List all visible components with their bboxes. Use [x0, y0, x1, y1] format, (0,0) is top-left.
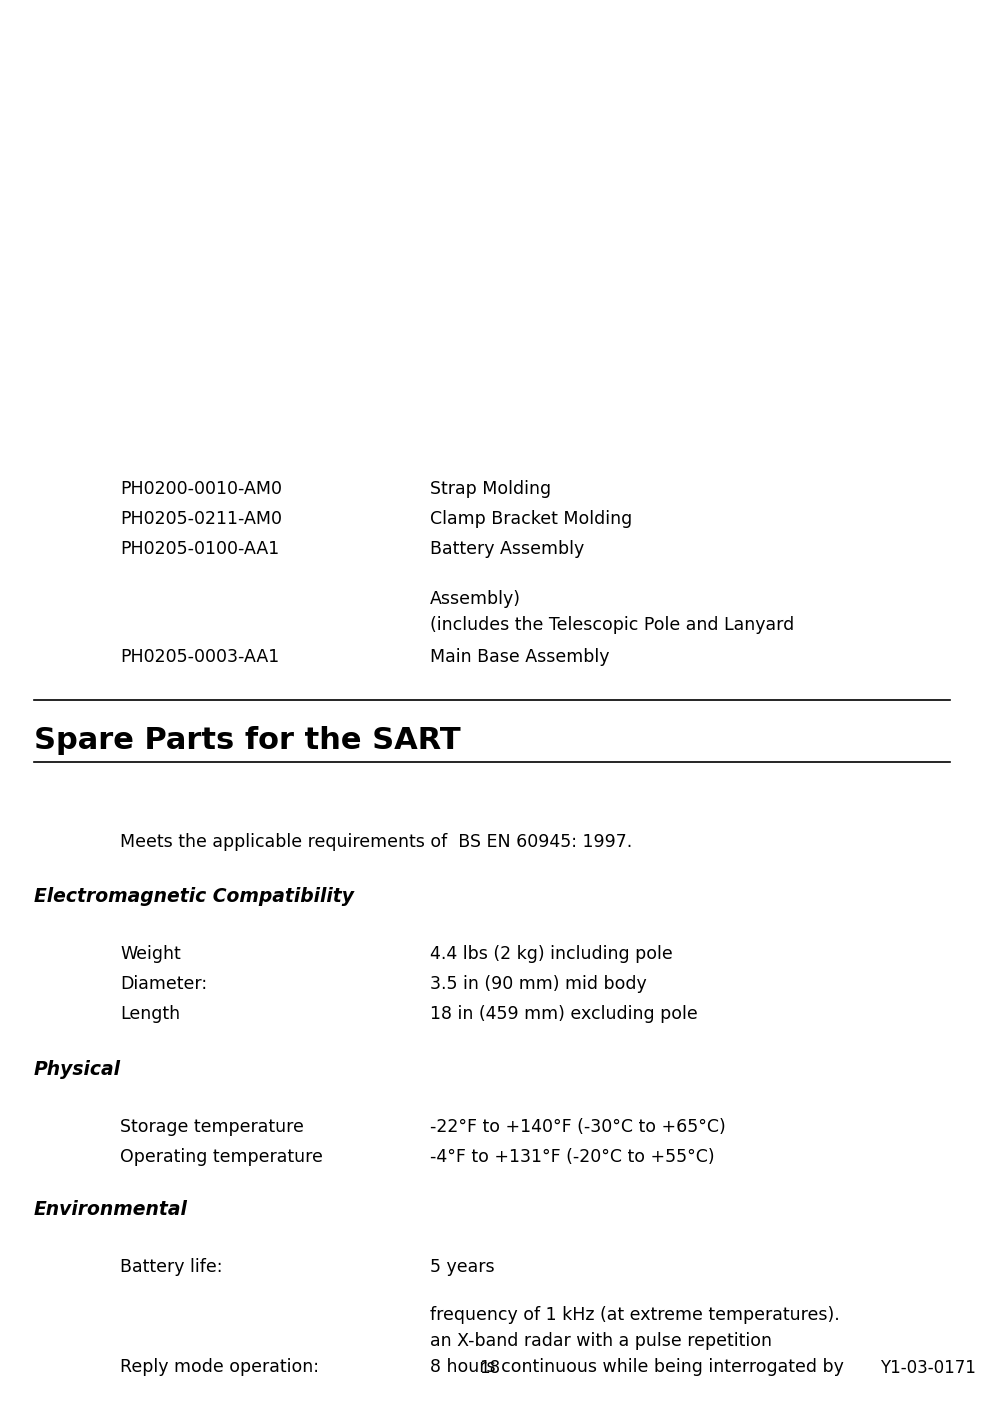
Text: 18 in (459 mm) excluding pole: 18 in (459 mm) excluding pole [430, 1005, 697, 1023]
Text: Operating temperature: Operating temperature [120, 1148, 323, 1166]
Text: PH0205-0211-AM0: PH0205-0211-AM0 [120, 510, 282, 528]
Text: 4.4 lbs (2 kg) including pole: 4.4 lbs (2 kg) including pole [430, 946, 673, 962]
Text: 3.5 in (90 mm) mid body: 3.5 in (90 mm) mid body [430, 975, 646, 993]
Text: Storage temperature: Storage temperature [120, 1118, 304, 1137]
Text: Main Base Assembly: Main Base Assembly [430, 648, 609, 666]
Text: Length: Length [120, 1005, 181, 1023]
Text: (includes the Telescopic Pole and Lanyard: (includes the Telescopic Pole and Lanyar… [430, 615, 795, 634]
Text: -4°F to +131°F (-20°C to +55°C): -4°F to +131°F (-20°C to +55°C) [430, 1148, 714, 1166]
Text: 18: 18 [480, 1359, 500, 1377]
Text: Battery Assembly: Battery Assembly [430, 540, 585, 558]
Text: -22°F to +140°F (-30°C to +65°C): -22°F to +140°F (-30°C to +65°C) [430, 1118, 726, 1137]
Text: 5 years: 5 years [430, 1257, 494, 1276]
Text: an X-band radar with a pulse repetition: an X-band radar with a pulse repetition [430, 1332, 772, 1350]
Text: Assembly): Assembly) [430, 590, 521, 608]
Text: PH0200-0010-AM0: PH0200-0010-AM0 [120, 481, 282, 497]
Text: 8 hours continuous while being interrogated by: 8 hours continuous while being interroga… [430, 1359, 844, 1375]
Text: Weight: Weight [120, 946, 181, 962]
Text: Spare Parts for the SART: Spare Parts for the SART [34, 726, 461, 754]
Text: Meets the applicable requirements of  BS EN 60945: 1997.: Meets the applicable requirements of BS … [120, 833, 632, 851]
Text: Y1-03-0171 Rev. A: Y1-03-0171 Rev. A [880, 1359, 981, 1377]
Text: Diameter:: Diameter: [120, 975, 207, 993]
Text: Environmental: Environmental [34, 1200, 188, 1220]
Text: Strap Molding: Strap Molding [430, 481, 551, 497]
Text: PH0205-0003-AA1: PH0205-0003-AA1 [120, 648, 280, 666]
Text: Physical: Physical [34, 1059, 121, 1079]
Text: Reply mode operation:: Reply mode operation: [120, 1359, 319, 1375]
Text: Battery life:: Battery life: [120, 1257, 223, 1276]
Text: Electromagnetic Compatibility: Electromagnetic Compatibility [34, 887, 354, 906]
Text: Clamp Bracket Molding: Clamp Bracket Molding [430, 510, 632, 528]
Text: frequency of 1 kHz (at extreme temperatures).: frequency of 1 kHz (at extreme temperatu… [430, 1307, 840, 1324]
Text: PH0205-0100-AA1: PH0205-0100-AA1 [120, 540, 280, 558]
